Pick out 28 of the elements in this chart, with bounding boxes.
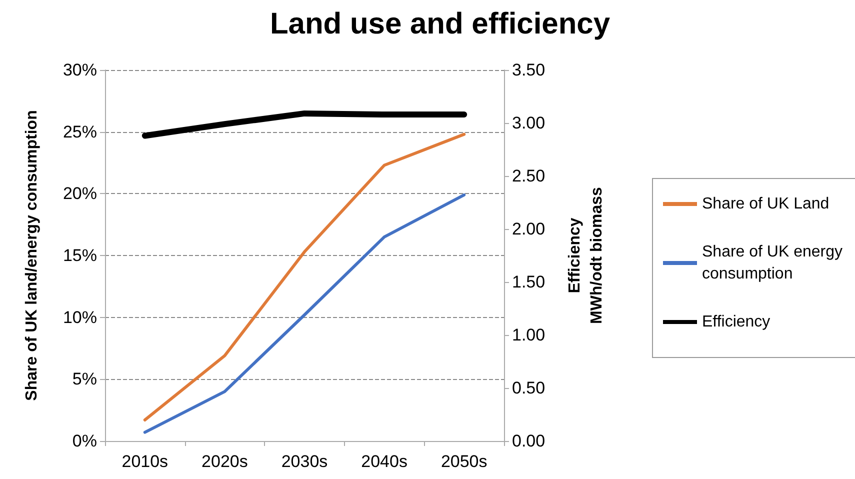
y-tick-label: 0% [72,432,97,450]
y-tick-label: 10% [62,308,97,327]
x-tick-label: 2030s [281,452,328,471]
x-tick-label: 2040s [361,452,408,471]
y-tick-label: 15% [62,246,97,265]
y-axis-title: Share of UK land/energy consumption [24,110,40,401]
legend-label: Share of UK energy consumption [702,244,847,282]
x-tick-label: 2050s [440,452,488,471]
y-tick-label: 5% [72,370,97,389]
legend-label: Share of UK Land [702,196,830,212]
y2-tick-label: 2.50 [512,166,546,186]
y2-tick-label: 1.50 [512,272,546,292]
y-tick-label: 30% [62,60,97,80]
x-tick-label: 2010s [122,452,168,471]
y2-tick-label: 1.00 [512,326,546,344]
y-tick-label: 20% [62,184,97,204]
y-tick-label: 25% [62,122,97,142]
y2-tick-label: 3.00 [512,114,546,132]
chart-title: Land use and efficiency [270,8,610,40]
x-tick-label: 2020s [202,452,248,471]
line-series [143,132,466,422]
y2-tick-label: 3.50 [512,60,546,80]
y2-tick-label: 0.00 [512,432,546,450]
legend-label: Efficiency [702,314,770,330]
line-series [143,193,466,434]
y2-tick-label: 0.50 [512,378,546,398]
y2-axis-title: Efficiency MWh/odt biomass [566,186,606,324]
y2-tick-label: 2.00 [512,220,546,238]
